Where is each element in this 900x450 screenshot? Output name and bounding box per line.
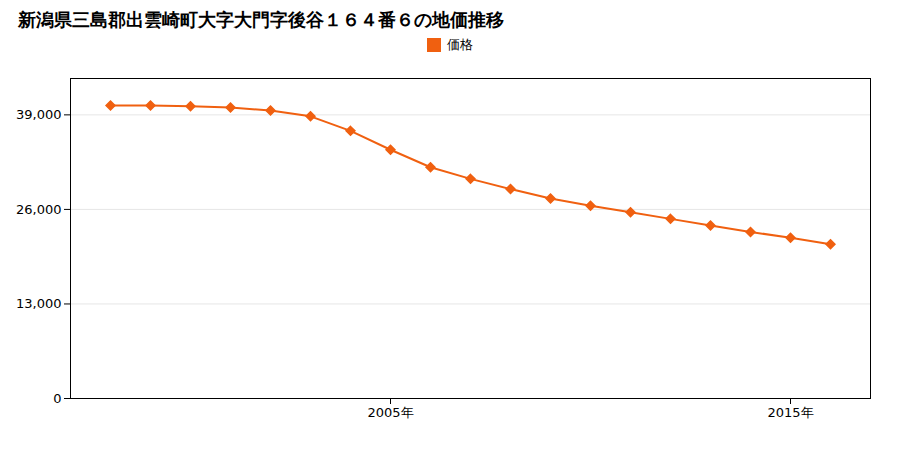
- svg-text:2015年: 2015年: [767, 405, 813, 420]
- svg-text:0: 0: [53, 391, 61, 406]
- svg-text:13,000: 13,000: [16, 296, 62, 311]
- svg-text:26,000: 26,000: [16, 202, 62, 217]
- html-text:新潟県三島郡出雲崎町大字大門字後谷１６４番６の地価推移: 新潟県三島郡出雲崎町大字大門字後谷１６４番６の地価推移: [18, 9, 504, 30]
- svg-text:39,000: 39,000: [16, 107, 62, 122]
- svg-text:2005年: 2005年: [367, 405, 413, 420]
- html-text:価格: 価格: [447, 37, 473, 52]
